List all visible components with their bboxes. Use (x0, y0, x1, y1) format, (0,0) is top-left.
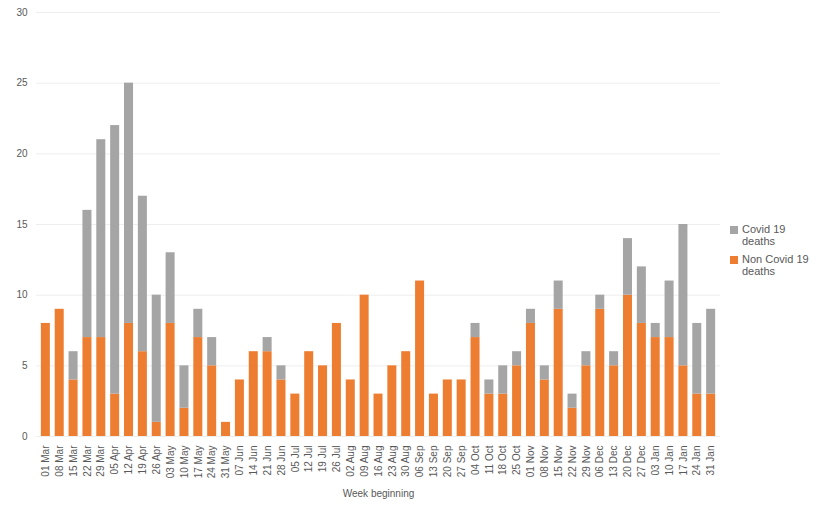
svg-text:29 Nov: 29 Nov (581, 446, 592, 478)
svg-text:11 Oct: 11 Oct (484, 445, 495, 474)
svg-text:20 Sep: 20 Sep (442, 445, 453, 477)
svg-text:19 Apr: 19 Apr (137, 445, 148, 475)
svg-text:20 Dec: 20 Dec (622, 446, 633, 478)
svg-text:08 Nov: 08 Nov (539, 446, 550, 478)
svg-text:03 Jan: 03 Jan (650, 446, 661, 476)
html-text:Non Covid 19 deaths: Non Covid 19 deaths (742, 253, 809, 277)
svg-text:15: 15 (16, 219, 28, 230)
svg-text:10 Jan: 10 Jan (664, 446, 675, 476)
svg-text:19 Jul: 19 Jul (317, 446, 328, 473)
svg-text:12 Apr: 12 Apr (123, 445, 134, 475)
svg-text:10 May: 10 May (179, 446, 190, 479)
svg-text:31 May: 31 May (220, 446, 231, 479)
svg-text:03 May: 03 May (165, 446, 176, 479)
svg-text:01 Nov: 01 Nov (525, 446, 536, 478)
svg-text:13 Sep: 13 Sep (428, 445, 439, 477)
svg-text:Week beginning: Week beginning (343, 488, 415, 499)
svg-text:20: 20 (16, 148, 28, 159)
svg-text:27 Sep: 27 Sep (456, 445, 467, 477)
svg-text:22 Nov: 22 Nov (567, 446, 578, 478)
svg-text:27 Dec: 27 Dec (636, 446, 647, 478)
svg-text:26 Jul: 26 Jul (331, 446, 342, 473)
svg-text:10: 10 (16, 289, 28, 300)
svg-text:06 Sep: 06 Sep (414, 445, 425, 477)
svg-text:17 May: 17 May (193, 446, 204, 479)
svg-text:07 Jun: 07 Jun (234, 446, 245, 476)
svg-text:04 Oct: 04 Oct (470, 445, 481, 475)
svg-text:12 Jul: 12 Jul (303, 446, 314, 473)
svg-text:13 Dec: 13 Dec (608, 446, 619, 478)
svg-text:15 Mar: 15 Mar (68, 445, 79, 477)
svg-text:29 Mar: 29 Mar (95, 445, 106, 477)
svg-text:14 Jun: 14 Jun (248, 446, 259, 476)
svg-text:26 Apr: 26 Apr (151, 445, 162, 475)
svg-text:23 Aug: 23 Aug (387, 446, 398, 477)
svg-text:05 Jul: 05 Jul (290, 446, 301, 473)
svg-text:08 Mar: 08 Mar (54, 445, 65, 477)
svg-text:22 Mar: 22 Mar (82, 445, 93, 477)
svg-text:18 Oct: 18 Oct (497, 445, 508, 475)
svg-text:16 Aug: 16 Aug (373, 446, 384, 477)
svg-text:21 Jun: 21 Jun (262, 446, 273, 476)
svg-text:28 Jun: 28 Jun (276, 446, 287, 476)
svg-text:25: 25 (16, 77, 28, 88)
svg-text:15 Nov: 15 Nov (553, 446, 564, 478)
svg-text:0: 0 (22, 431, 28, 442)
svg-text:30: 30 (16, 7, 28, 18)
html-text:Covid 19 deaths: Covid 19 deaths (742, 223, 786, 247)
svg-text:17 Jan: 17 Jan (678, 446, 689, 476)
svg-text:5: 5 (22, 360, 28, 371)
svg-text:06 Dec: 06 Dec (594, 446, 605, 478)
svg-text:01 Mar: 01 Mar (40, 445, 51, 477)
svg-text:31 Jan: 31 Jan (705, 446, 716, 476)
svg-text:25 Oct: 25 Oct (511, 445, 522, 475)
svg-text:30 Aug: 30 Aug (400, 446, 411, 477)
svg-text:09 Aug: 09 Aug (359, 446, 370, 477)
svg-text:02 Aug: 02 Aug (345, 446, 356, 477)
svg-text:24 Jan: 24 Jan (691, 446, 702, 476)
svg-text:05 Apr: 05 Apr (109, 445, 120, 475)
svg-text:24 May: 24 May (206, 446, 217, 479)
